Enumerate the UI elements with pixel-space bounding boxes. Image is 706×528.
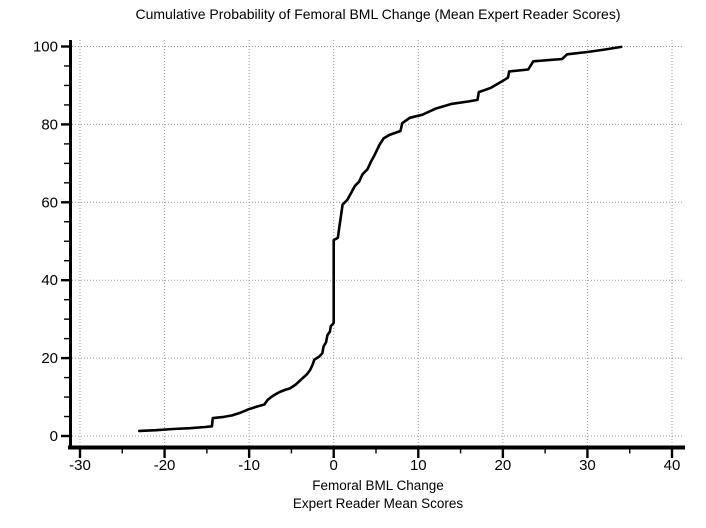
x-tick-label: 10 (410, 457, 427, 474)
cumulative-probability-curve (137, 45, 623, 433)
y-tick-label: 60 (41, 194, 58, 211)
x-tick-label: 20 (495, 457, 512, 474)
x-tick-label: 0 (330, 457, 338, 474)
x-tick-label: -30 (69, 457, 91, 474)
y-tick-label: 80 (41, 116, 58, 133)
x-axis-label-line2: Expert Reader Mean Scores (292, 496, 464, 511)
y-tick-label: 100 (33, 39, 58, 56)
x-tick-label: -10 (238, 457, 260, 474)
chart-title: Cumulative Probability of Femoral BML Ch… (135, 6, 621, 22)
y-tick-label: 40 (41, 272, 58, 289)
x-tick-label: 40 (664, 457, 681, 474)
x-axis-label-line1: Femoral BML Change (312, 478, 444, 493)
y-tick-label: 0 (50, 428, 58, 445)
y-tick-label: 20 (41, 350, 58, 367)
x-tick-label: -20 (154, 457, 176, 474)
x-tick-label: 30 (579, 457, 596, 474)
x-axis-label: Femoral BML Change Expert Reader Mean Sc… (50, 477, 706, 513)
